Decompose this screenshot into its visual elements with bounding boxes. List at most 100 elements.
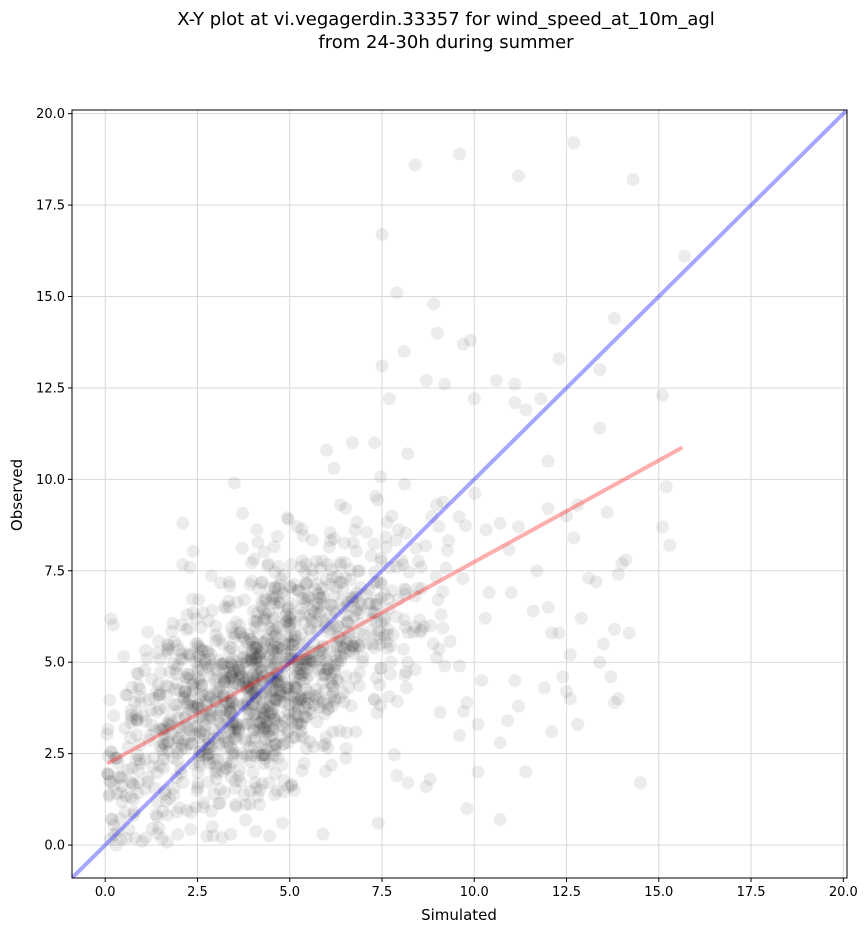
data-point: [139, 714, 153, 728]
data-point: [276, 738, 290, 752]
data-point: [297, 709, 311, 723]
data-point: [303, 657, 316, 671]
data-point: [316, 639, 330, 653]
data-point: [411, 581, 425, 595]
data-point: [323, 578, 337, 592]
data-point: [234, 668, 248, 682]
data-point: [260, 704, 274, 718]
data-point: [326, 686, 340, 700]
data-point: [193, 745, 206, 759]
data-point: [245, 654, 259, 668]
data-point: [369, 489, 383, 503]
data-point: [340, 638, 354, 652]
data-point: [305, 533, 319, 547]
data-point: [344, 573, 358, 587]
data-point: [201, 775, 215, 789]
data-point: [268, 683, 282, 697]
data-point: [331, 657, 345, 671]
data-point: [259, 687, 273, 701]
data-point: [268, 628, 282, 642]
data-point: [141, 775, 155, 789]
data-point: [163, 792, 177, 806]
data-point: [315, 668, 329, 682]
data-point: [273, 718, 287, 732]
data-point: [269, 736, 283, 750]
data-point: [502, 543, 516, 556]
data-point: [106, 618, 120, 632]
data-point: [339, 635, 353, 649]
data-point: [438, 377, 452, 391]
data-point: [178, 685, 192, 699]
data-point: [308, 582, 322, 596]
data-point: [107, 827, 121, 841]
data-point: [232, 670, 246, 684]
data-point: [223, 702, 237, 716]
data-point: [195, 708, 209, 722]
data-point: [277, 660, 291, 674]
data-point: [415, 582, 429, 596]
data-point: [187, 677, 201, 691]
data-point: [239, 813, 253, 827]
data-point: [243, 653, 257, 667]
data-point: [299, 690, 313, 704]
data-point: [368, 565, 382, 579]
data-point: [129, 713, 143, 727]
data-point: [187, 720, 201, 734]
data-point: [381, 622, 395, 636]
data-point: [401, 447, 415, 461]
data-point: [247, 708, 261, 722]
data-point: [291, 658, 304, 672]
data-point: [167, 781, 181, 795]
data-point: [219, 601, 233, 615]
data-point: [192, 673, 206, 687]
data-point: [191, 701, 205, 715]
data-point: [165, 624, 179, 638]
data-point: [250, 781, 263, 795]
data-point: [277, 696, 291, 710]
data-point: [136, 709, 150, 722]
data-point: [269, 636, 282, 650]
data-point: [291, 652, 305, 666]
data-point: [392, 523, 406, 536]
data-point: [206, 704, 220, 718]
data-point: [198, 689, 212, 703]
data-point: [295, 522, 309, 536]
data-point: [158, 701, 172, 715]
data-point: [267, 697, 281, 711]
data-point: [216, 688, 230, 702]
data-point: [325, 672, 339, 686]
data-point: [320, 656, 334, 670]
data-point: [158, 738, 172, 752]
data-point: [103, 693, 117, 707]
data-point: [563, 692, 577, 706]
data-point: [340, 726, 353, 740]
data-point: [203, 708, 217, 722]
data-point: [276, 720, 290, 733]
data-point: [287, 783, 301, 797]
data-point: [201, 748, 215, 762]
data-point: [232, 663, 246, 677]
data-point: [292, 609, 306, 622]
data-point: [148, 724, 162, 737]
data-point: [255, 663, 269, 677]
y-tick-label: 17.5: [36, 199, 65, 214]
data-point: [180, 671, 194, 685]
data-point: [300, 652, 314, 666]
data-point: [237, 718, 251, 732]
data-point: [324, 676, 338, 690]
data-point: [356, 655, 369, 669]
data-point: [235, 747, 249, 761]
data-point: [281, 736, 295, 750]
data-point: [244, 755, 258, 769]
data-point: [259, 682, 273, 696]
data-point: [261, 716, 274, 730]
data-point: [196, 606, 210, 620]
data-point: [169, 663, 183, 676]
data-point: [178, 685, 192, 699]
data-point: [188, 700, 201, 713]
data-point: [225, 755, 239, 769]
data-point: [272, 578, 286, 592]
data-point: [166, 616, 180, 630]
data-point: [327, 663, 341, 677]
data-point: [115, 795, 129, 809]
